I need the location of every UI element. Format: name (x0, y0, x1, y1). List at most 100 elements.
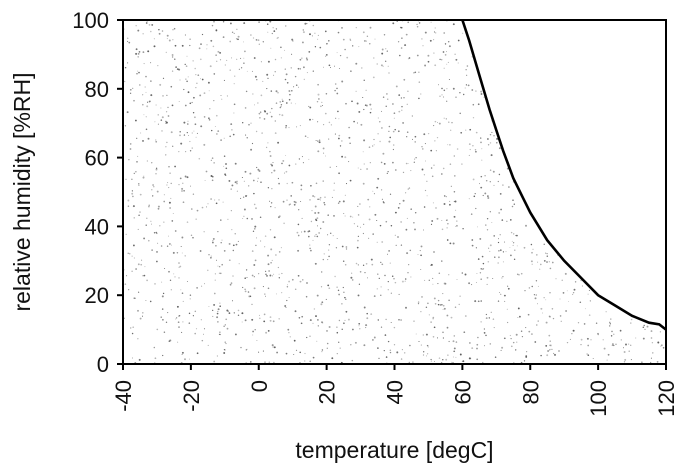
stipple-dot (124, 80, 126, 83)
stipple-dot (525, 327, 527, 329)
stipple-dot (273, 30, 276, 32)
stipple-dot (280, 46, 282, 49)
stipple-dot (220, 94, 222, 97)
stipple-dot (159, 225, 161, 227)
stipple-dot (335, 117, 337, 119)
stipple-dot (345, 102, 347, 105)
stipple-dot (433, 326, 436, 329)
stipple-dot (208, 305, 210, 308)
stipple-dot (324, 30, 327, 33)
stipple-dot (453, 350, 456, 353)
stipple-dot (314, 262, 317, 265)
stipple-dot (187, 91, 190, 94)
stipple-dot (383, 34, 386, 36)
stipple-dot (270, 90, 273, 92)
stipple-dot (137, 263, 140, 266)
stipple-dot (394, 211, 397, 214)
stipple-dot (377, 133, 379, 135)
stipple-dot (356, 246, 359, 249)
stipple-dot (165, 321, 168, 323)
stipple-dot (148, 204, 150, 207)
stipple-dot (400, 26, 403, 29)
stipple-dot (482, 262, 485, 265)
y-tick-label: 0 (97, 352, 109, 377)
stipple-dot (131, 190, 134, 192)
stipple-dot (501, 346, 504, 349)
stipple-dot (571, 333, 573, 335)
stipple-dot (374, 38, 376, 40)
stipple-dot (380, 189, 383, 191)
stipple-dot (358, 325, 360, 327)
stipple-dot (231, 300, 234, 302)
stipple-dot (474, 149, 477, 151)
stipple-dot (302, 279, 304, 281)
stipple-dot (163, 200, 166, 203)
stipple-dot (164, 268, 166, 269)
stipple-dot (477, 336, 479, 339)
stipple-dot (263, 320, 266, 323)
stipple-dot (294, 310, 297, 313)
stipple-dot (242, 122, 244, 124)
stipple-dot (549, 344, 552, 347)
stipple-dot (572, 329, 575, 332)
stipple-dot (222, 201, 224, 203)
stipple-dot (587, 293, 589, 295)
stipple-dot (297, 234, 300, 237)
stipple-dot (414, 135, 417, 138)
stipple-dot (457, 39, 460, 42)
stipple-dot (338, 293, 340, 296)
stipple-dot (213, 303, 216, 306)
stipple-dot (493, 235, 495, 237)
stipple-dot (405, 228, 408, 231)
stipple-dot (560, 320, 562, 322)
stipple-dot (286, 182, 288, 185)
stipple-dot (317, 211, 320, 214)
stipple-dot (455, 226, 456, 228)
stipple-dot (441, 260, 443, 262)
stipple-dot (422, 45, 424, 47)
stipple-dot (231, 57, 233, 59)
stipple-dot (267, 187, 270, 189)
stipple-dot (270, 202, 273, 204)
stipple-dot (213, 99, 215, 102)
stipple-dot (148, 100, 151, 103)
stipple-dot (336, 237, 338, 240)
stipple-dot (259, 116, 261, 119)
stipple-dot (477, 103, 480, 106)
stipple-dot (299, 68, 301, 70)
stipple-dot (304, 22, 307, 25)
stipple-dot (400, 221, 402, 223)
stipple-dot (429, 39, 432, 42)
stipple-dot (432, 336, 435, 338)
stipple-dot (246, 137, 248, 139)
stipple-dot (336, 331, 339, 334)
stipple-dot (201, 33, 204, 36)
stipple-dot (400, 47, 403, 49)
stipple-dot (346, 56, 349, 59)
stipple-dot (281, 114, 284, 117)
stipple-dot (315, 315, 317, 318)
stipple-dot (262, 80, 264, 82)
stipple-dot (210, 175, 213, 177)
stipple-dot (327, 284, 330, 287)
stipple-dot (237, 35, 240, 38)
stipple-dot (194, 116, 196, 119)
stipple-dot (589, 300, 591, 302)
stipple-dot (135, 48, 138, 51)
stipple-dot (423, 206, 426, 208)
stipple-dot (348, 136, 351, 139)
stipple-dot (358, 46, 360, 48)
stipple-dot (342, 286, 344, 289)
stipple-dot (224, 64, 226, 66)
stipple-dot (415, 333, 417, 335)
stipple-dot (383, 162, 386, 165)
stipple-dot (142, 312, 144, 314)
stipple-dot (546, 354, 549, 357)
stipple-dot (335, 247, 338, 249)
stipple-dot (137, 291, 140, 293)
stipple-dot (226, 327, 229, 330)
stipple-dot (479, 237, 482, 240)
stipple-dot (502, 184, 504, 186)
stipple-dot (643, 324, 645, 327)
stipple-dot (321, 301, 324, 304)
